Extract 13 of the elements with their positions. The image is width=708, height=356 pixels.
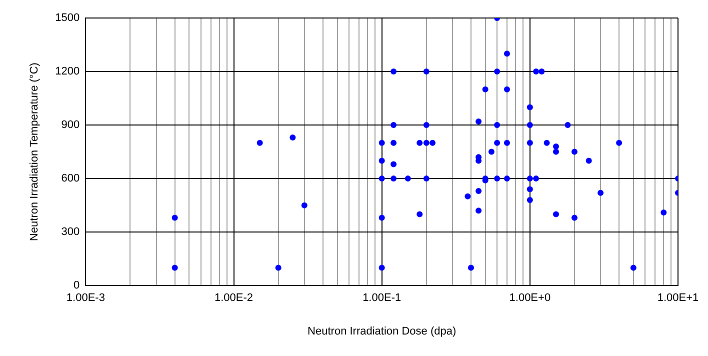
x-axis-title: Neutron Irradiation Dose (dpa) — [308, 325, 456, 338]
y-tick-label: 0 — [74, 280, 80, 292]
x-tick-label: 1.00E-2 — [214, 292, 254, 304]
x-tick-label: 1.00E+0 — [509, 292, 551, 304]
y-tick-label: 900 — [61, 119, 80, 132]
x-tick-label: 1.00E-1 — [362, 292, 402, 304]
y-tick-label: 300 — [61, 226, 80, 238]
y-axis-title: Neutron Irradiation Temperature (°C) — [28, 62, 41, 242]
y-tick-label: 1500 — [55, 12, 80, 24]
x-tick-label: 1.00E-3 — [66, 292, 105, 304]
y-tick-label: 600 — [61, 172, 80, 185]
y-tick-label: 1200 — [55, 66, 80, 78]
x-tick-label: 1.00E+1 — [657, 292, 699, 304]
